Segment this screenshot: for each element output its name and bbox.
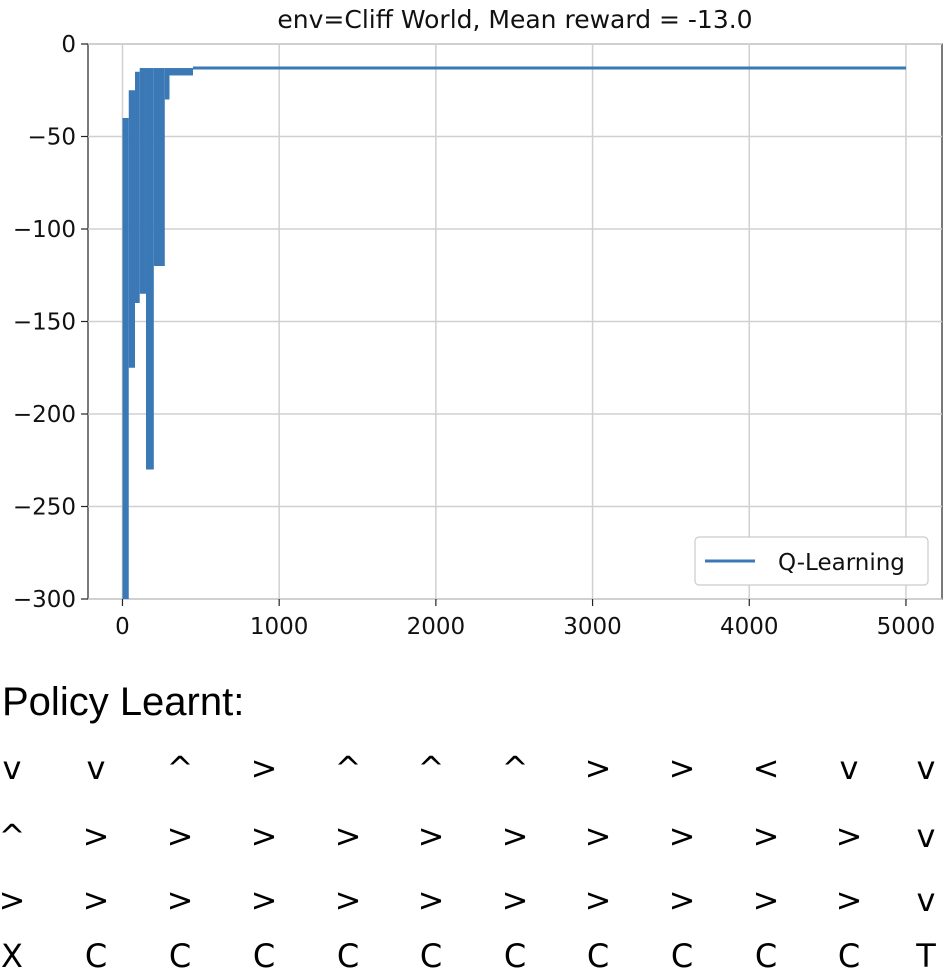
policy-cell-r2-c6: > [501, 881, 529, 919]
policy-cell-r0-c6: ^ [501, 749, 529, 787]
policy-cell-r2-c5: > [417, 881, 445, 919]
policy-cell-r1-c8: > [668, 817, 696, 855]
x-tick-label: 4000 [720, 614, 779, 640]
y-tick-label: −150 [13, 310, 76, 336]
x-tick-label: 1000 [250, 614, 309, 640]
series-band [135, 71, 140, 303]
policy-cell-r1-c7: > [584, 817, 612, 855]
policy-cell-r0-c8: > [668, 749, 696, 787]
policy-cell-r3-c3: C [252, 937, 276, 975]
policy-cell-r1-c5: > [417, 817, 445, 855]
y-tick-label: −200 [13, 402, 76, 428]
x-axis-ticks: 0 1000 2000 3000 4000 5000 [115, 599, 935, 640]
policy-cell-r3-c7: C [586, 937, 610, 975]
policy-cell-r0-c11: v [916, 749, 936, 787]
policy-heading: Policy Learnt: [2, 680, 245, 724]
y-tick-label: −250 [13, 495, 76, 521]
policy-cell-r0-c10: v [839, 749, 859, 787]
policy-cell-r1-c6: > [501, 817, 529, 855]
policy-cell-r2-c10: > [835, 881, 863, 919]
policy-cell-r0-c7: > [584, 749, 612, 787]
x-tick-label: 2000 [407, 614, 466, 640]
policy-cell-r1-c0: ^ [0, 817, 26, 855]
series-band [145, 68, 154, 470]
policy-cell-r1-c11: v [916, 817, 936, 855]
series-band [153, 68, 165, 266]
policy-cell-r0-c3: > [250, 749, 278, 787]
policy-cell-r0-c5: ^ [417, 749, 445, 787]
policy-cell-r1-c3: > [250, 817, 278, 855]
policy-cell-r3-c0: X [1, 937, 23, 975]
policy-cell-r3-c10: C [837, 937, 861, 975]
policy-cell-r2-c2: > [166, 881, 194, 919]
series-band [164, 68, 170, 100]
legend-label-q-learning: Q-Learning [778, 550, 905, 576]
policy-cell-r2-c0: > [0, 881, 26, 919]
legend-box [694, 536, 929, 586]
policy-cell-r1-c1: > [82, 817, 110, 855]
x-tick-label: 5000 [877, 614, 936, 640]
policy-cell-r3-c9: C [754, 937, 778, 975]
x-tick-label: 0 [115, 614, 130, 640]
policy-cell-r1-c4: > [334, 817, 362, 855]
policy-cell-r3-c2: C [168, 937, 192, 975]
policy-cell-r0-c4: ^ [334, 749, 362, 787]
x-tick-label: 3000 [563, 614, 622, 640]
y-tick-label: 0 [61, 32, 76, 58]
policy-cell-r1-c9: > [752, 817, 780, 855]
y-tick-label: −50 [27, 125, 76, 151]
y-axis-ticks: 0 −50 −100 −150 −200 −250 −300 [13, 32, 88, 613]
policy-cell-r2-c9: > [752, 881, 780, 919]
y-tick-label: −100 [13, 217, 76, 243]
policy-cell-r2-c3: > [250, 881, 278, 919]
policy-cell-r3-c5: C [419, 937, 443, 975]
policy-cell-r1-c10: > [835, 817, 863, 855]
series-band [128, 90, 136, 368]
series-band [122, 118, 129, 599]
policy-cell-r2-c1: > [82, 881, 110, 919]
policy-cell-r2-c4: > [334, 881, 362, 919]
policy-cell-r3-c1: C [84, 937, 108, 975]
policy-cell-r2-c8: > [668, 881, 696, 919]
policy-cell-r3-c8: C [670, 937, 694, 975]
policy-cell-r2-c11: v [916, 881, 936, 919]
policy-cell-r0-c2: ^ [166, 749, 194, 787]
legend: Q-Learning [694, 536, 929, 586]
policy-cell-r3-c4: C [336, 937, 360, 975]
chart-title: env=Cliff World, Mean reward = -13.0 [277, 5, 752, 34]
policy-cell-r3-c6: C [503, 937, 527, 975]
reward-chart: 0 1000 2000 3000 4000 5000 0 −50 −100 −150 −200 −2… [13, 5, 943, 640]
series-band [169, 68, 193, 76]
y-tick-label: −300 [13, 587, 76, 613]
policy-cell-r3-c11: T [916, 937, 936, 975]
series-q-learning [122, 66, 906, 599]
policy-cell-r0-c0: v [2, 749, 22, 787]
policy-cell-r1-c2: > [166, 817, 194, 855]
series-band [139, 68, 146, 294]
policy-cell-r0-c9: < [752, 749, 780, 787]
policy-cell-r0-c1: v [86, 749, 106, 787]
policy-cell-r2-c7: > [584, 881, 612, 919]
